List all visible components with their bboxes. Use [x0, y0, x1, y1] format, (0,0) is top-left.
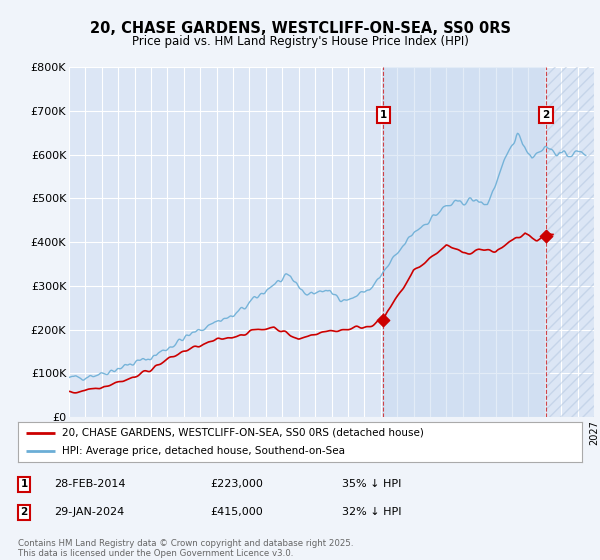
Text: 35% ↓ HPI: 35% ↓ HPI — [342, 479, 401, 489]
Text: Contains HM Land Registry data © Crown copyright and database right 2025.
This d: Contains HM Land Registry data © Crown c… — [18, 539, 353, 558]
Text: 1: 1 — [380, 110, 387, 120]
Bar — [546, 67, 594, 417]
Text: HPI: Average price, detached house, Southend-on-Sea: HPI: Average price, detached house, Sout… — [62, 446, 345, 456]
Text: 28-FEB-2014: 28-FEB-2014 — [54, 479, 125, 489]
Text: 29-JAN-2024: 29-JAN-2024 — [54, 507, 124, 517]
Bar — [383, 67, 546, 417]
Text: 1: 1 — [20, 479, 28, 489]
Point — [379, 315, 388, 324]
Point — [541, 231, 551, 240]
Text: 20, CHASE GARDENS, WESTCLIFF-ON-SEA, SS0 0RS: 20, CHASE GARDENS, WESTCLIFF-ON-SEA, SS0… — [89, 21, 511, 36]
Text: 2: 2 — [20, 507, 28, 517]
Text: 2: 2 — [542, 110, 550, 120]
Text: £223,000: £223,000 — [210, 479, 263, 489]
Text: £415,000: £415,000 — [210, 507, 263, 517]
Text: 32% ↓ HPI: 32% ↓ HPI — [342, 507, 401, 517]
Text: Price paid vs. HM Land Registry's House Price Index (HPI): Price paid vs. HM Land Registry's House … — [131, 35, 469, 48]
Text: 20, CHASE GARDENS, WESTCLIFF-ON-SEA, SS0 0RS (detached house): 20, CHASE GARDENS, WESTCLIFF-ON-SEA, SS0… — [62, 428, 424, 437]
